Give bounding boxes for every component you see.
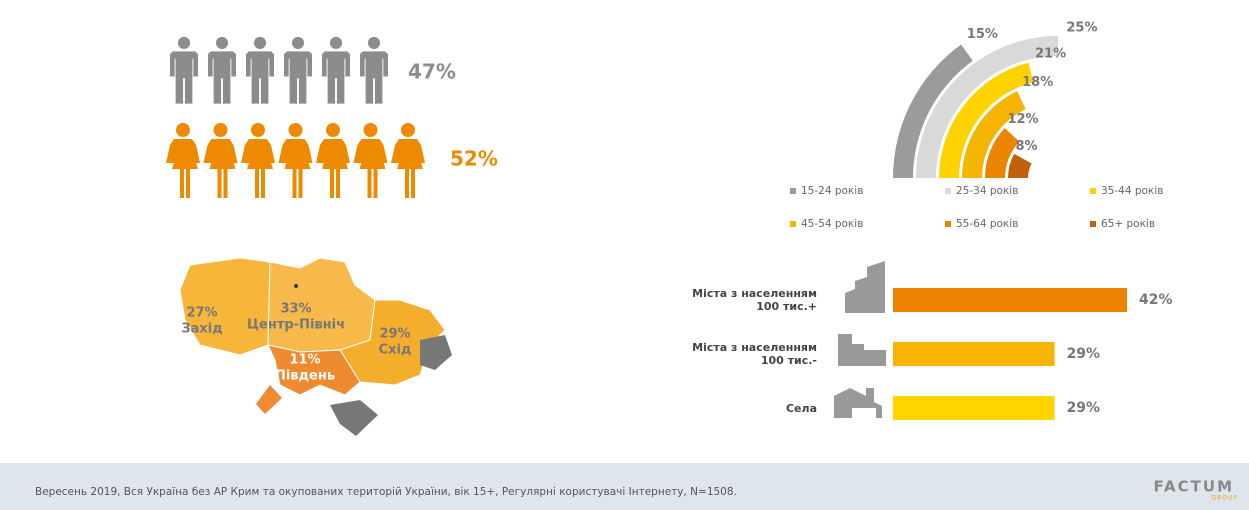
age-arc — [985, 128, 1020, 178]
person-icon — [353, 123, 388, 198]
legend-label: 35-44 років — [1101, 185, 1163, 197]
person-icon — [203, 123, 238, 198]
legend-label: 45-54 років — [801, 218, 863, 230]
bar — [893, 342, 1055, 366]
person-icon — [278, 123, 313, 198]
region-label: Схід — [379, 343, 412, 358]
age-arc — [893, 44, 973, 179]
region-label: Південь — [275, 369, 335, 384]
person-icon — [208, 36, 236, 104]
legend-swatch — [1090, 221, 1096, 227]
person-icon — [170, 36, 198, 104]
age-value-label: 8% — [1015, 139, 1037, 154]
legend-swatch — [945, 221, 951, 227]
age-value-label: 18% — [1022, 75, 1053, 90]
age-arc — [962, 91, 1026, 178]
region-label: Захід — [181, 322, 222, 337]
person-icon — [322, 36, 350, 104]
person-icon — [241, 123, 275, 198]
legend-swatch — [1090, 188, 1096, 194]
legend-label: 15-24 років — [801, 185, 863, 197]
logo: FACTUM — [1154, 478, 1234, 496]
age-value-label: 15% — [967, 27, 998, 42]
capital-dot — [294, 284, 298, 288]
legend-label: 25-34 років — [956, 185, 1018, 197]
pictogram-value-label: 52% — [450, 147, 498, 171]
pictogram-value-label: 47% — [408, 60, 456, 84]
person-icon — [246, 36, 274, 104]
age-arc — [1008, 153, 1032, 178]
bar-category-label: Села — [785, 401, 817, 415]
legend-swatch — [945, 188, 951, 194]
source: Вересень 2019, Вся Україна без АР Крим т… — [35, 486, 737, 498]
legend-swatch — [790, 221, 796, 227]
age-value-label: 12% — [1007, 112, 1038, 127]
building-icons — [830, 261, 886, 418]
age-value-label: 25% — [1066, 21, 1097, 36]
map-region — [267, 344, 361, 396]
age-arc — [939, 62, 1034, 179]
bar-value-label: 29% — [1067, 400, 1101, 416]
legend-swatch — [790, 188, 796, 194]
legend-label: 55-64 років — [956, 218, 1018, 230]
map-occupied — [420, 335, 452, 370]
legend-label: 65+ років — [1101, 218, 1155, 230]
region-value-label: 27% — [186, 306, 217, 321]
bar-value-label: 29% — [1067, 346, 1101, 362]
map-region — [179, 257, 271, 356]
pictogram-row — [166, 123, 425, 198]
age-arc — [916, 36, 1058, 178]
pictogram-row — [170, 36, 388, 104]
bar — [893, 288, 1127, 312]
map-region — [339, 299, 446, 386]
person-icon — [284, 36, 312, 104]
age-value-label: 21% — [1035, 47, 1066, 62]
bar — [893, 396, 1055, 420]
bar-value-label: 42% — [1139, 292, 1173, 308]
logo-sub: GROUP — [1211, 495, 1238, 502]
bar-category-label: Міста з населенням 100 тис.+ — [692, 287, 817, 313]
person-icon — [166, 123, 200, 198]
person-icon — [316, 123, 350, 198]
person-icon — [391, 123, 425, 198]
region-value-label: 29% — [379, 327, 410, 342]
map-occupied — [330, 400, 378, 436]
footer-band — [0, 463, 1249, 510]
map-region-extra — [256, 385, 282, 414]
bar-category-label: Міста з населенням 100 тис.- — [692, 341, 817, 367]
region-label: Центр-Північ — [247, 318, 345, 333]
region-value-label: 11% — [289, 353, 320, 368]
person-icon — [360, 36, 388, 104]
region-value-label: 33% — [280, 302, 311, 317]
